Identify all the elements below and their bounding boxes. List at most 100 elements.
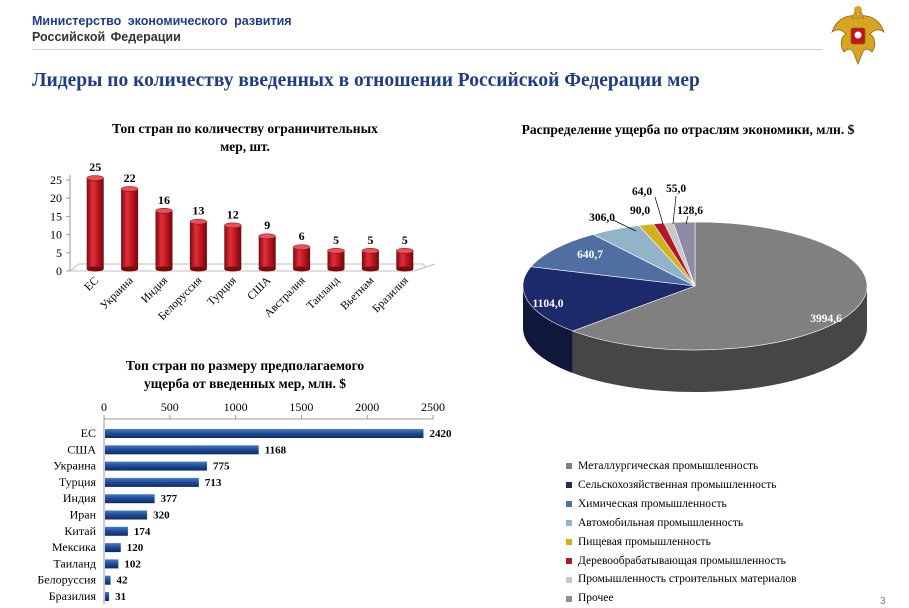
legend-swatch [566,482,572,489]
chart2-x-tick-label: 1500 [289,400,313,414]
legend-swatch [566,595,572,602]
chart1-y-tick-label: 15 [50,209,62,223]
page-title: Лидеры по количеству введенных в отношен… [32,70,700,91]
chart1-floor-front [70,263,436,272]
chart2-data-label: 320 [153,510,170,522]
chart2-title: Топ стран по размеру предполагаемого уще… [60,357,430,393]
pie-leader-line [654,196,664,225]
chart2-bar [105,543,121,553]
legend-label: Деревообрабатывающая промышленность [578,554,786,567]
chart1-bar [396,248,414,272]
chart1-bar [258,233,276,272]
chart2-category-label: Белоруссия [37,573,96,587]
chart2-category-label: Турция [59,475,97,489]
chart2-category-label: Мексика [52,540,97,554]
russian-coat-of-arms-emblem-icon [831,6,885,66]
chart2-bar [105,429,424,438]
legend-label: Сельскохозяйственная промышленность [578,478,777,491]
chart1-bar [292,244,311,272]
chart1-y-tick-label: 25 [50,173,62,187]
chart2-bar [105,559,119,569]
chart1-data-label: 12 [227,207,239,221]
chart1-data-label: 25 [89,160,101,174]
ministry-line-2: Российской Федерации [32,30,181,44]
chart2-category-label: Индия [63,491,97,505]
chart2-title-line2: ущерба от введенных мер, млн. $ [143,376,347,391]
chart1-bar [224,222,242,272]
chart2-bar [105,494,155,504]
chart2-bar [105,445,259,455]
chart1-title: Топ стран по количеству ограничительных … [60,120,430,156]
chart2-bar [105,575,111,585]
pie-data-label: 1104,0 [533,298,564,310]
chart2-title-line1: Топ стран по размеру предполагаемого [125,358,365,373]
chart2-x-tick-label: 2000 [355,400,379,414]
chart1-data-label: 5 [402,233,408,247]
chart1-bar [155,208,173,272]
legend-item: Промышленность строительных материалов [566,572,797,586]
pie-data-label: 128,6 [677,205,703,217]
ministry-line-1: Министерство экономического развития [32,14,292,28]
legend-item: Автомобильная промышленность [566,516,743,530]
chart1-y-tick-label: 5 [56,246,62,260]
legend-swatch [566,557,572,564]
legend-label: Прочее [578,592,614,605]
legend-label: Промышленность строительных материалов [578,573,797,586]
chart1-data-label: 5 [367,233,373,247]
chart2-x-tick-label: 2500 [421,400,445,414]
legend-item: Сельскохозяйственная промышленность [566,478,777,492]
chart2-data-label: 174 [134,526,151,538]
pie-slice [530,234,696,287]
chart2-x-tick-label: 500 [161,400,179,414]
pie-slice [571,221,868,351]
legend-item: Металлургическая промышленность [566,459,758,473]
chart2-bar [105,526,128,536]
chart2-category-label: Иран [70,508,97,522]
ministry-name: Министерство экономического развития Рос… [32,13,292,45]
header: Министерство экономического развития Рос… [0,0,909,66]
chart1-data-label: 9 [264,218,270,232]
chart1-data-label: 5 [333,233,339,247]
legend-item: Прочее [566,591,614,605]
chart3-title: Распределение ущерба по отраслям экономи… [521,122,855,137]
pie-leader-line [685,215,689,225]
chart2-category-label: Китай [64,524,96,538]
chart1-data-label: 6 [299,229,305,243]
chart2-data-label: 42 [117,575,128,587]
legend-item: Пищевая промышленность [566,535,711,549]
chart2-data-label: 120 [127,542,144,554]
chart2-category-label: США [67,442,96,456]
chart2-x-tick-label: 0 [101,400,107,414]
chart2-data-label: 102 [124,558,141,570]
chart2-data-label: 1168 [265,444,287,456]
pie-data-label: 90,0 [630,205,650,217]
pie-slice-side [523,286,573,374]
chart2-data-label: 2420 [429,428,452,440]
legend-swatch [566,501,572,508]
chart1-y-tick-label: 20 [50,191,62,205]
chart2-data-label: 377 [161,493,178,505]
pie-slice [522,266,696,332]
legend-swatch [566,576,572,583]
chart2-category-label: Украина [53,459,96,473]
chart2-bar [105,592,110,601]
chart1-title-line1: Топ стран по количеству ограничительных [112,121,378,136]
pie-slice-side [572,286,868,392]
chart1-data-label: 13 [192,204,204,218]
legend-label: Пищевая промышленность [578,535,711,548]
chart2-bar [105,461,207,471]
legend-item: Деревообрабатывающая промышленность [566,554,786,568]
legend-label: Автомобильная промышленность [578,516,744,529]
chart2-category-label: Таиланд [53,556,96,570]
chart1-y-tick-label: 10 [50,228,62,242]
chart1-bar [361,248,380,272]
chart1-bar [120,186,139,272]
pie-data-label: 64,0 [632,186,652,198]
legend-swatch [566,520,572,527]
pie-data-label: 306,0 [589,212,615,224]
legend-swatch [566,463,572,470]
chart1-y-tick-label: 0 [56,264,62,278]
